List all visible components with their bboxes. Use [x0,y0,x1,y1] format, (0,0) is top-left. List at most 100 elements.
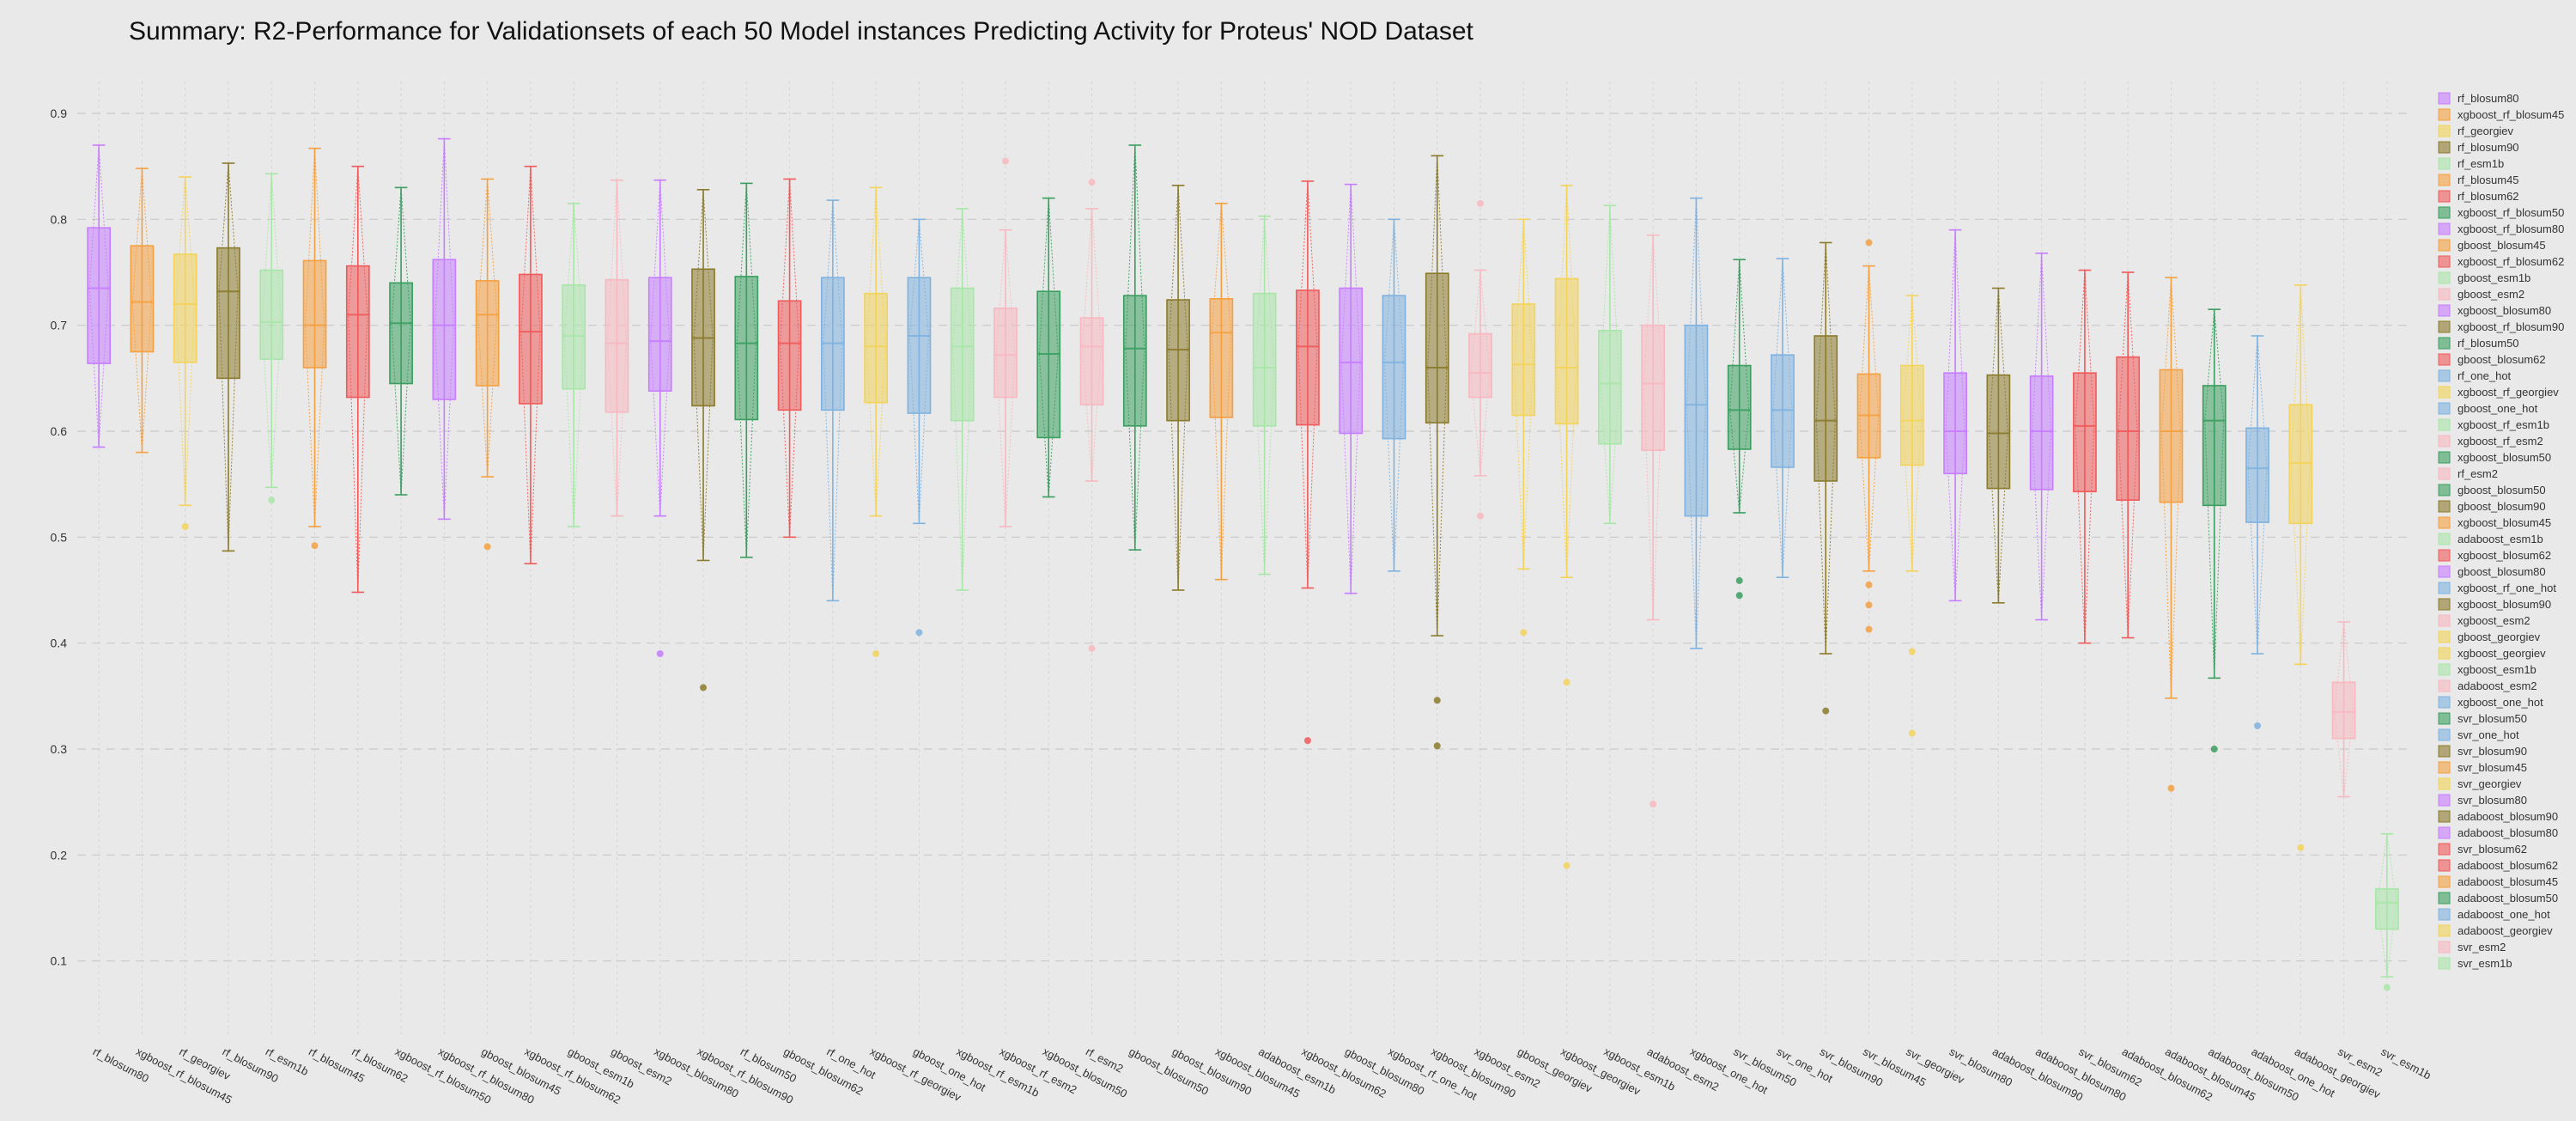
y-tick-label: 0.6 [51,424,68,438]
box-adaboost_georgiev: adaboost_georgiev [2288,82,2383,1101]
outlier-point [1908,648,1916,655]
box-xgboost_esm1b: xgboost_esm1b [1597,82,1678,1094]
legend-label: rf_blosum80 [2458,92,2519,105]
legend-swatch [2438,728,2451,741]
distribution-outline [2204,309,2225,679]
box-iqr [2116,356,2141,501]
box-xgboost_blosum90: xgboost_blosum90 [1425,82,1518,1100]
box-iqr [734,276,759,421]
legend-label: adaboost_blosum80 [2458,826,2558,839]
legend-label: gboost_blosum90 [2458,500,2546,513]
outlier-point [1303,737,1311,745]
legend-swatch [2438,598,2451,611]
legend-label: svr_one_hot [2458,728,2519,741]
legend-label: gboost_blosum45 [2458,239,2546,252]
box-adaboost_blosum90: adaboost_blosum90 [1986,82,2085,1104]
box-iqr [993,308,1018,399]
legend-label: adaboost_one_hot [2458,908,2550,921]
legend-swatch [2438,288,2451,301]
distribution-outline [477,179,498,478]
box-svr_blosum80: svr_blosum80 [1943,82,2014,1089]
box-xgboost_georgiev: xgboost_georgiev [1554,82,1643,1098]
box-xgboost_rf_blosum80: xgboost_rf_blosum80 [432,82,537,1106]
box-xgboost_blosum45: xgboost_blosum45 [1209,82,1302,1100]
y-tick-label: 0.7 [51,319,68,332]
legend-swatch [2438,157,2451,170]
outlier-point [1563,679,1571,686]
legend-label: xgboost_rf_one_hot [2458,582,2556,594]
box-rf_one_hot: rf_one_hot [820,82,878,1081]
legend-label: gboost_blosum62 [2458,353,2546,366]
x-tick-label: gboost_blosum50 [1127,1045,1211,1097]
legend-label: xgboost_one_hot [2458,696,2543,709]
box-xgboost_rf_esm1b: xgboost_rf_esm1b [950,82,1042,1100]
outlier-point [2167,784,2175,792]
legend-label: xgboost_georgiev [2458,647,2546,660]
legend-swatch [2438,369,2451,382]
y-tick-label: 0.5 [51,530,68,544]
distribution-outline [348,166,368,593]
legend-swatch [2438,516,2451,529]
legend-swatch [2438,941,2451,953]
box-adaboost_blosum45: adaboost_blosum45 [2159,82,2257,1104]
legend-swatch [2438,174,2451,186]
box-iqr [1425,272,1449,423]
legend-label: svr_blosum80 [2458,794,2527,807]
distribution-outline [2377,833,2397,978]
outlier-point [1649,801,1657,808]
box-iqr [1296,289,1320,426]
outlier-point [1735,592,1743,600]
box-svr_esm1b: svr_esm1b [2374,82,2433,1081]
box-gboost_blosum50: gboost_blosum50 [1122,82,1211,1098]
box-rf_esm2: rf_esm2 [1079,82,1126,1075]
legend-swatch [2438,663,2451,676]
legend-swatch [2438,875,2451,888]
box-rf_georgiev: rf_georgiev [173,82,233,1082]
outlier-point [1477,199,1485,207]
box-xgboost_rf_blosum45: xgboost_rf_blosum45 [130,82,234,1106]
legend-label: rf_esm2 [2458,467,2498,480]
outlier-point [700,684,708,691]
outlier-point [2210,746,2218,752]
box-adaboost_esm1b: adaboost_esm1b [1252,82,1338,1096]
distribution-outline [2290,284,2311,665]
distribution-outline [780,179,800,538]
box-iqr [1382,295,1406,440]
distribution-outline [1125,144,1145,551]
legend-swatch [2438,631,2451,643]
outlier-point [872,650,880,657]
legend-label: xgboost_blosum50 [2458,451,2551,464]
outlier-point [1865,581,1873,588]
outlier-point [268,497,276,504]
legend-swatch [2438,745,2451,758]
legend-label: xgboost_rf_georgiev [2458,386,2559,399]
box-iqr [1986,374,2011,490]
box-iqr [2374,888,2399,930]
legend-swatch [2438,337,2451,350]
distribution-outline [391,187,411,496]
y-tick-label: 0.2 [51,848,68,862]
box-iqr [2159,369,2184,503]
outlier-point [1088,644,1096,652]
legend-swatch [2438,582,2451,594]
box-iqr [2029,375,2054,490]
box-adaboost_blosum80: adaboost_blosum80 [2029,82,2129,1104]
legend-swatch [2438,255,2451,268]
outlier-point [1563,862,1571,869]
legend-swatch [2438,924,2451,937]
box-gboost_blosum45: gboost_blosum45 [475,82,563,1098]
box-xgboost_blosum50: xgboost_blosum50 [1036,82,1129,1100]
y-tick-label: 0.9 [51,107,68,120]
legend-label: xgboost_blosum80 [2458,304,2551,317]
box-xgboost_one_hot: xgboost_one_hot [1684,82,1770,1097]
distribution-outline [952,208,973,591]
box-svr_blosum90: svr_blosum90 [1814,82,1885,1089]
outlier-point [1520,629,1528,637]
legend-label: adaboost_blosum90 [2458,810,2558,823]
legend-label: xgboost_rf_blosum50 [2458,206,2564,219]
outlier-point [311,542,319,550]
distribution-outline [1340,184,1361,594]
legend-label: rf_one_hot [2458,369,2512,382]
box-svr_blosum50: svr_blosum50 [1727,82,1799,1089]
